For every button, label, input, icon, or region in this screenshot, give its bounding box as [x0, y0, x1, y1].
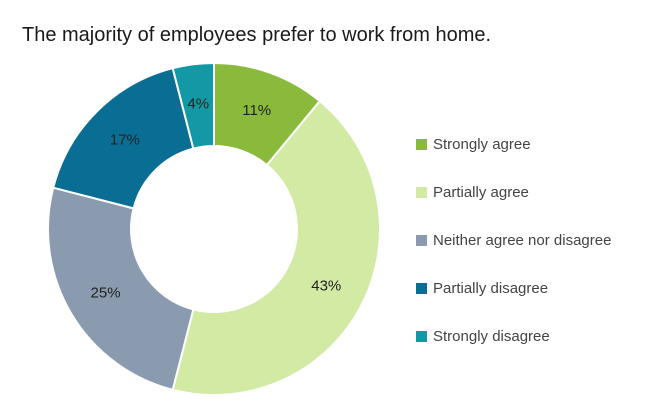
chart-title: The majority of employees prefer to work… — [22, 24, 492, 46]
legend-item-neither: Neither agree nor disagree — [416, 216, 611, 264]
legend-label: Partially disagree — [433, 279, 549, 297]
legend-item-strongly-disagree: Strongly disagree — [416, 312, 611, 360]
donut-slice-strongly-disagree — [171, 61, 215, 150]
legend-item-partially-agree: Partially agree — [416, 168, 611, 216]
slice-value-label: 11% — [242, 102, 271, 119]
legend-swatch — [416, 186, 427, 198]
donut-slice-partially-disagree — [51, 66, 195, 210]
legend-label: Strongly agree — [433, 135, 531, 153]
legend-swatch — [416, 234, 427, 246]
chart-legend: Strongly agree Partially agree Neither a… — [416, 120, 611, 360]
donut-slice-partially-agree — [171, 99, 381, 396]
slice-value-label: 17% — [110, 131, 140, 148]
legend-swatch — [416, 282, 427, 294]
legend-swatch — [416, 330, 427, 342]
slice-value-label: 25% — [91, 285, 121, 302]
legend-label: Partially agree — [433, 183, 529, 201]
legend-label: Strongly disagree — [433, 327, 550, 345]
slice-value-label: 43% — [311, 278, 341, 295]
donut-slice-neither-agree-nor-disagree — [47, 186, 195, 392]
legend-item-strongly-agree: Strongly agree — [416, 120, 611, 168]
legend-label: Neither agree nor disagree — [433, 231, 612, 249]
legend-item-partially-disagree: Partially disagree — [416, 264, 611, 312]
legend-swatch — [416, 138, 427, 150]
slice-value-label: 4% — [187, 95, 209, 112]
